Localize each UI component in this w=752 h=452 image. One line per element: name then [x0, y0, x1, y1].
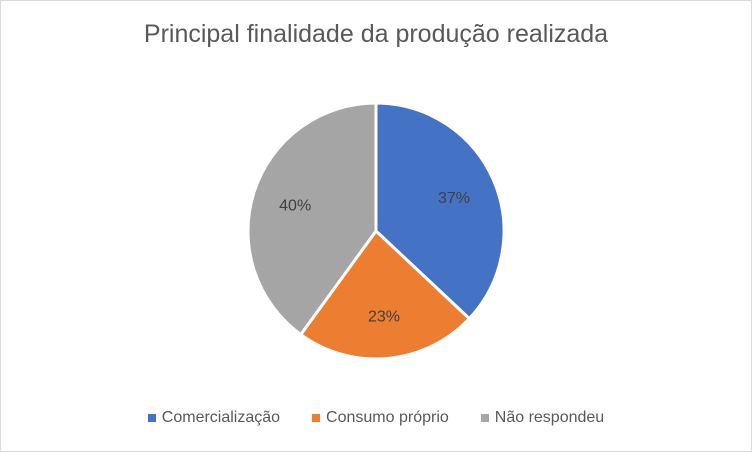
data-label-consumo-proprio: 23%	[368, 309, 400, 326]
pie-slice-comercializacao	[374, 101, 506, 321]
legend-swatch-comercializacao	[147, 414, 156, 422]
pie-slice-consumo-proprio	[299, 229, 471, 361]
data-label-comercializacao: 37%	[438, 190, 470, 207]
legend-item-nao-respondeu: Não respondeu	[480, 409, 605, 427]
pie-slice-nao-respondeu	[246, 101, 378, 337]
chart-title: Principal finalidade da produção realiza…	[143, 20, 609, 48]
legend-label-nao-respondeu: Não respondeu	[494, 409, 605, 426]
legend-item-consumo-proprio: Consumo próprio	[312, 409, 449, 427]
legend-label-consumo-proprio: Consumo próprio	[326, 409, 449, 426]
legend: Comercialização Consumo próprio Não resp…	[0, 409, 752, 427]
data-label-nao-respondeu: 40%	[279, 198, 311, 215]
legend-item-comercializacao: Comercialização	[147, 409, 281, 427]
legend-swatch-nao-respondeu	[480, 414, 489, 422]
legend-label-comercializacao: Comercialização	[161, 409, 281, 426]
legend-swatch-consumo-proprio	[312, 414, 321, 422]
